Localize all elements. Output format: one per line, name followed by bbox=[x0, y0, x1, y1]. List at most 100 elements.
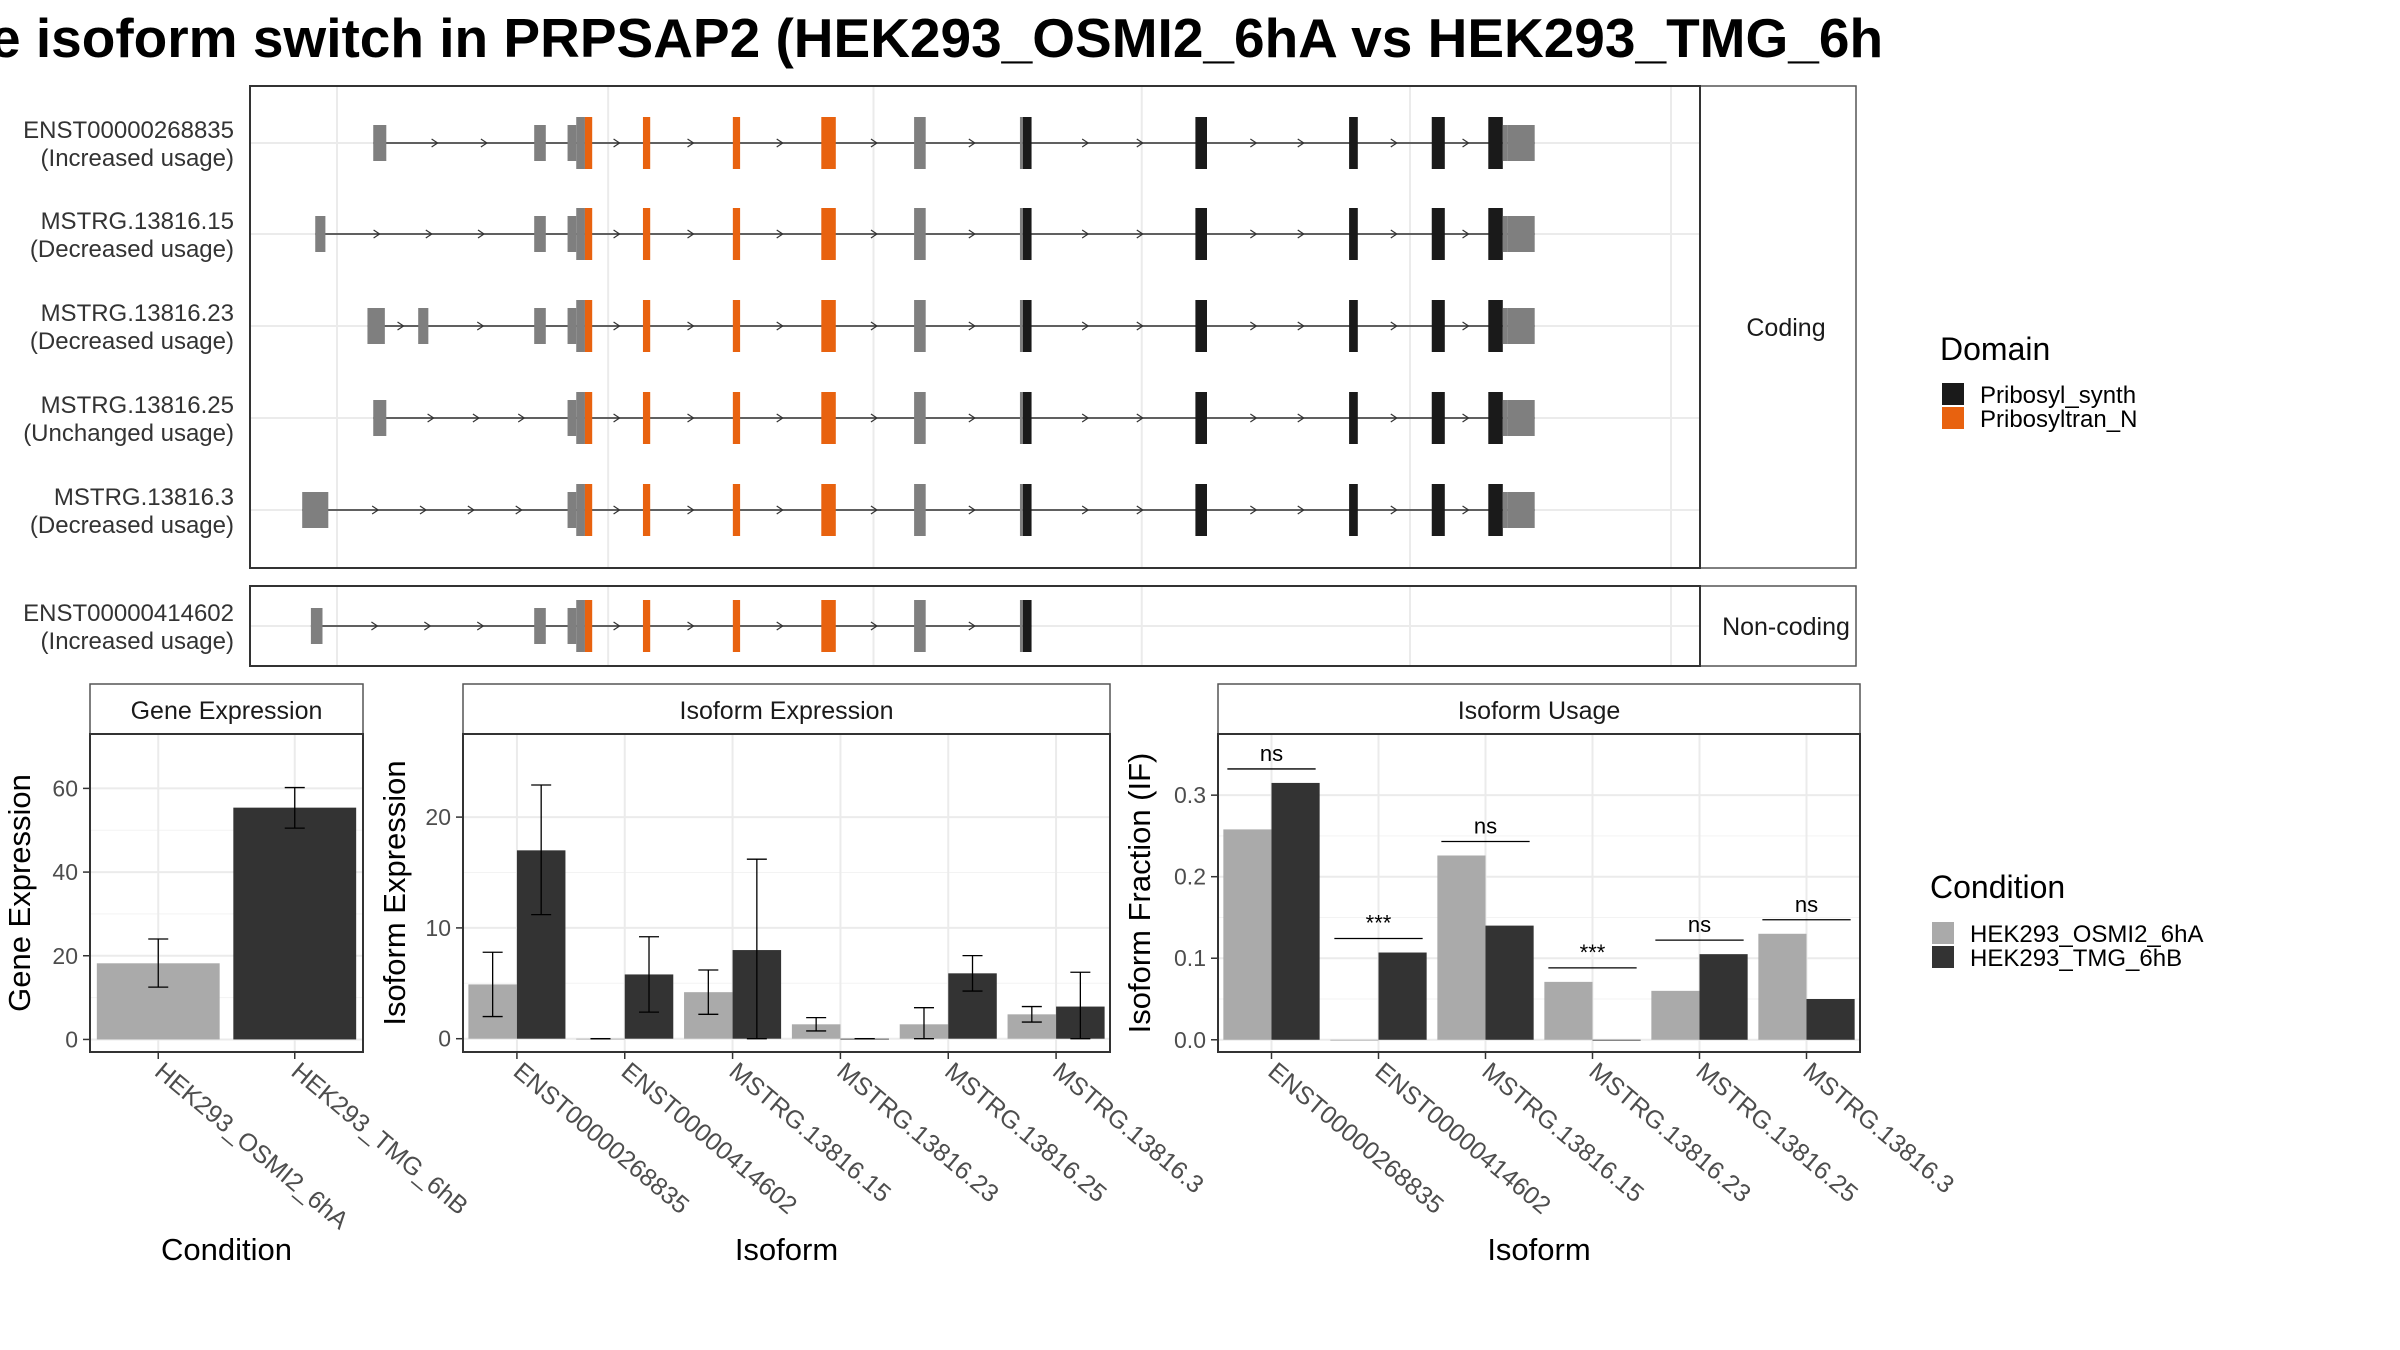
exon-pribosyltran-n bbox=[642, 600, 651, 652]
exon-plain bbox=[914, 484, 926, 536]
bar-charts: Gene Expression0204060HEK293_OSMI2_6hAHE… bbox=[2, 683, 1959, 1267]
bar-hek293-osmi2-6ha bbox=[1544, 981, 1593, 1040]
intron-arrow bbox=[870, 505, 879, 515]
legend-label-pribosyl-synth: Pribosyl_synth bbox=[1980, 382, 2136, 409]
transcript-id-label: MSTRG.13816.23 bbox=[41, 300, 234, 327]
bar-hek293-tmg-6hb bbox=[1592, 1039, 1641, 1041]
exon-plain bbox=[534, 608, 546, 644]
intron-arrow bbox=[1390, 413, 1398, 423]
intron-arrow bbox=[968, 413, 976, 423]
bar-hek293-tmg-6hb bbox=[1806, 999, 1855, 1040]
transcript-usage-label: (Decreased usage) bbox=[30, 328, 234, 355]
intron-arrow bbox=[870, 413, 879, 423]
exon-plain bbox=[576, 300, 585, 352]
exon-plain bbox=[914, 208, 926, 260]
intron-arrow bbox=[870, 321, 879, 331]
exon-plain bbox=[373, 400, 387, 436]
exon-plain bbox=[567, 492, 577, 528]
x-axis-title: Condition bbox=[161, 1232, 292, 1267]
noncoding-panel-strip bbox=[1699, 585, 1857, 667]
exon-pribosyl-synth bbox=[1488, 208, 1503, 260]
exon-pribosyl-synth bbox=[1022, 208, 1032, 260]
panel-strip bbox=[89, 683, 364, 735]
intron-arrow bbox=[419, 505, 428, 515]
exon-pribosyltran-n bbox=[732, 600, 741, 652]
transcript-id-label: MSTRG.13816.3 bbox=[54, 484, 234, 511]
intron-arrow bbox=[613, 138, 621, 148]
chart-isoform-expression: Isoform Expression 0 10 20 ENST00000268835EN… bbox=[377, 683, 1209, 1267]
y-tick-label: 10 bbox=[425, 915, 451, 941]
panel-title: Isoform Expression bbox=[680, 697, 894, 725]
bar-hek293-tmg-6hb bbox=[1378, 952, 1427, 1040]
exon-pribosyl-synth bbox=[1349, 208, 1358, 260]
intron-arrow bbox=[476, 621, 485, 631]
exon-plain bbox=[302, 492, 329, 528]
exon-plain bbox=[1502, 400, 1508, 436]
intron-arrow bbox=[373, 229, 381, 239]
domain-legend-title: Domain bbox=[1940, 331, 2050, 367]
exon-pribosyl-synth bbox=[1022, 117, 1032, 169]
transcript-row: MSTRG.13816.15(Decreased usage) bbox=[30, 208, 1700, 263]
y-tick-label: 0.0 bbox=[1174, 1027, 1206, 1053]
intron-arrow bbox=[1462, 138, 1470, 148]
exon-pribosyl-synth bbox=[1022, 484, 1032, 536]
panel-title: Gene Expression bbox=[131, 697, 323, 725]
exon-plain bbox=[310, 608, 323, 644]
exon-plain bbox=[534, 125, 546, 161]
intron-arrow bbox=[870, 229, 879, 239]
intron-arrow bbox=[1297, 413, 1305, 423]
transcript-usage-label: (Decreased usage) bbox=[30, 512, 234, 539]
exon-pribosyl-synth bbox=[1488, 392, 1503, 444]
exon-plain bbox=[576, 392, 585, 444]
exon-pribosyltran-n bbox=[642, 208, 651, 260]
intron-arrow bbox=[431, 138, 439, 148]
exon-pribosyl-synth bbox=[1488, 484, 1503, 536]
intron-arrow bbox=[776, 321, 784, 331]
exon-plain bbox=[576, 484, 585, 536]
transcript-usage-label: (Increased usage) bbox=[41, 145, 234, 172]
x-tick-label: ENST00000268835 bbox=[1263, 1057, 1449, 1220]
panel-strip bbox=[1217, 683, 1861, 735]
intron-arrow bbox=[1462, 505, 1470, 515]
transcript-structure-panel: ENST00000268835(Increased usage)MSTRG.13… bbox=[23, 85, 1857, 667]
transcript-row: ENST00000414602(Increased usage) bbox=[23, 600, 1700, 655]
exon-pribosyltran-n bbox=[642, 117, 651, 169]
condition-legend: Condition HEK293_OSMI2_6hA HEK293_TMG_6h… bbox=[1930, 869, 2203, 972]
intron-arrow bbox=[776, 413, 784, 423]
exon-plain bbox=[1019, 208, 1023, 260]
intron-arrow bbox=[515, 505, 523, 515]
exon-pribosyl-synth bbox=[1349, 484, 1358, 536]
transcript-id-label: ENST00000414602 bbox=[23, 600, 234, 627]
exon-plain bbox=[576, 117, 585, 169]
intron-arrow bbox=[968, 621, 976, 631]
exon-pribosyltran-n bbox=[821, 117, 836, 169]
exon-pribosyltran-n bbox=[821, 600, 836, 652]
intron-arrow bbox=[968, 321, 976, 331]
exon-pribosyl-synth bbox=[1431, 117, 1445, 169]
y-tick-label: 60 bbox=[52, 775, 78, 801]
x-tick-label: ENST00000268835 bbox=[508, 1057, 694, 1220]
panel-border bbox=[462, 733, 1111, 1053]
intron-arrow bbox=[687, 621, 695, 631]
intron-arrow bbox=[1081, 505, 1090, 515]
condition-legend-title: Condition bbox=[1930, 869, 2065, 905]
y-axis-title: Isoform Expression bbox=[377, 760, 412, 1025]
intron-arrow bbox=[1250, 229, 1258, 239]
significance-label: ns bbox=[1795, 892, 1818, 917]
y-tick-label: 0 bbox=[65, 1026, 78, 1052]
exon-pribosyltran-n bbox=[821, 484, 836, 536]
bar-hek293-tmg-6hb bbox=[1271, 782, 1320, 1040]
exon-plain bbox=[534, 216, 546, 252]
intron-arrow bbox=[476, 321, 485, 331]
exon-plain bbox=[315, 216, 326, 252]
exon-pribosyl-synth bbox=[1022, 600, 1032, 652]
intron-arrow bbox=[424, 621, 432, 631]
intron-arrow bbox=[1297, 229, 1305, 239]
exon-plain bbox=[576, 208, 585, 260]
exon-pribosyltran-n bbox=[584, 208, 593, 260]
panel-title: Isoform Usage bbox=[1458, 697, 1621, 725]
bar-hek293-tmg-6hb bbox=[1699, 954, 1748, 1040]
exon-pribosyl-synth bbox=[1349, 300, 1358, 352]
intron-arrow bbox=[776, 505, 784, 515]
